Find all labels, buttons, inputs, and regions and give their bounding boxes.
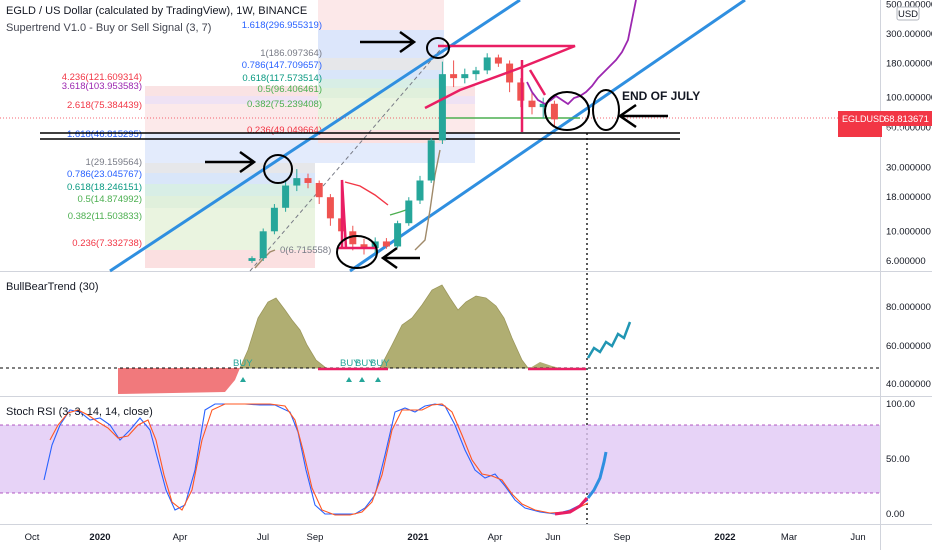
time-tick-10: Mar [781, 532, 797, 543]
candle-2020-12b [405, 197, 413, 226]
fib-ext-1: 3.618(103.953583) [62, 81, 142, 92]
fib-left-1: 0.786(23.045767) [67, 169, 142, 180]
candle-2020-11b [382, 238, 390, 249]
last-price-tag: EGLDUSD 68.813671 3d 7h [838, 111, 932, 137]
candle-2021-02 [438, 61, 446, 145]
currency-label: USD [898, 9, 918, 20]
candle-2020-09 [326, 194, 334, 226]
fib-ext-0: 4.236(121.609314) [62, 72, 142, 83]
stoch-tick-1: 50.00 [886, 454, 910, 465]
candle-2021-03b [472, 66, 480, 81]
time-tick-1: 2020 [89, 532, 110, 543]
price-tick-5: 30.000000 [886, 163, 931, 174]
price-tick-7: 10.000000 [886, 226, 931, 237]
fib-right-3: 0.618(117.573514) [242, 73, 322, 84]
time-tick-5: 2021 [407, 532, 429, 543]
time-tick-7: Jun [545, 532, 560, 543]
stoch-axis: 100.00 50.00 0.00 [886, 399, 915, 520]
stoch-pane [0, 403, 880, 516]
fib-ext-3: 1.618(46.815295) [67, 129, 142, 140]
indicator-title: Supertrend V1.0 - Buy or Sell Signal (3,… [6, 22, 212, 34]
bullbear-pane [0, 284, 880, 394]
svg-text:EGLDUSD: EGLDUSD [842, 114, 886, 124]
fib-right-5: 0.382(75.239408) [247, 99, 322, 110]
fib-extension-labels: 4.236(121.609314)3.618(103.953583) 2.618(… [62, 72, 142, 140]
support-lines [0, 117, 880, 140]
price-tick-2: 180.000000 [886, 59, 932, 70]
fib-ext-2: 2.618(75.384439) [67, 100, 142, 111]
end-of-july-label: END OF JULY [622, 89, 700, 103]
chart-title: EGLD / US Dollar (calculated by TradingV… [6, 5, 308, 17]
drawing-pink [337, 44, 576, 250]
fib-right-4: 0.5(96.406461) [258, 84, 322, 95]
fib-left-labels: 1(29.159564)0.786(23.045767) 0.618(18.246… [67, 157, 331, 256]
svg-text:3d 7h: 3d 7h [884, 126, 907, 136]
currency-badge[interactable] [896, 6, 920, 21]
candle-2021-01b [427, 137, 435, 183]
candle-2021-01 [416, 175, 424, 205]
price-tick-4: 60.000000 [886, 122, 931, 133]
candle-2021-02b [450, 60, 458, 88]
buy-label-2: BUY [355, 358, 375, 369]
bullbear-tick-1: 60.000000 [886, 341, 931, 352]
price-axis[interactable]: 500.000000 300.000000 180.000000 100.000000… [886, 0, 932, 267]
candle-2020-10b [360, 238, 368, 255]
candle-2020-12 [394, 220, 402, 249]
time-tick-3: Jul [257, 532, 269, 543]
time-tick-0: Oct [25, 532, 40, 543]
time-tick-11: Jun [850, 532, 865, 543]
fib-right-2: 0.786(147.709657) [242, 60, 322, 71]
candle-2020-07 [282, 180, 290, 212]
time-tick-8: Sep [614, 532, 631, 543]
stoch-tick-2: 0.00 [886, 509, 905, 520]
price-tick-3: 100.000000 [886, 93, 932, 104]
candle-2021-06 [528, 92, 536, 115]
time-tick-2: Apr [173, 532, 188, 543]
fib-right-1: 1(186.097364) [260, 48, 322, 59]
candle-2021-07 [550, 100, 558, 128]
bullbear-title: BullBearTrend (30) [6, 281, 99, 293]
drawing-black [205, 30, 668, 270]
fib-left-6: 0(6.715558) [280, 245, 331, 256]
candle-2021-04b [494, 54, 502, 67]
time-tick-9: 2022 [714, 532, 735, 543]
fib-right-labels: 1.618(296.955319) 1(186.097364)0.786(147.… [242, 20, 322, 136]
buy-label-1: BUY [340, 358, 360, 369]
candle-2021-04 [483, 53, 491, 75]
fib-left-2: 0.618(18.246151) [67, 182, 142, 193]
time-tick-4: Sep [307, 532, 324, 543]
price-tick-0: 500.000000 [886, 0, 932, 10]
fib-left-3: 0.5(14.874992) [78, 194, 142, 205]
buy-label-0: BUY [233, 358, 253, 369]
bullbear-axis: 80.000000 60.000000 40.000000 [886, 302, 931, 390]
stoch-tick-0: 100.00 [886, 399, 915, 410]
supertrend-line [254, 117, 580, 269]
candle-2020-08b [315, 180, 323, 205]
candle-2020-06 [259, 228, 267, 261]
time-axis[interactable]: Oct 2020 Apr Jul Sep 2021 Apr Jun Sep 2022 Mar Jun [25, 532, 866, 543]
candle-2020-10 [349, 225, 357, 251]
stoch-title: Stoch RSI (3, 3, 14, 14, close) [6, 406, 153, 418]
svg-text:68.813671: 68.813671 [884, 114, 929, 125]
candle-2020-07b [293, 169, 301, 192]
fib-right-6: 0.236(49.049664) [247, 125, 322, 136]
fib-left-0: 1(29.159564) [85, 157, 142, 168]
buy-label-3: BUY [370, 358, 390, 369]
candle-2021-03 [461, 68, 469, 84]
time-tick-6: Apr [488, 532, 503, 543]
bullbear-tick-2: 40.000000 [886, 379, 931, 390]
price-tick-8: 6.000000 [886, 256, 926, 267]
candle-2020-05 [248, 256, 256, 263]
candle-2020-06b [270, 204, 278, 235]
candle-2021-06b [539, 97, 547, 119]
fib-left-5: 0.236(7.332738) [72, 238, 142, 249]
fib-left-4: 0.382(11.503833) [68, 211, 142, 222]
candle-2020-08 [304, 173, 312, 189]
bullbear-tick-0: 80.000000 [886, 302, 931, 313]
fib-right-0: 1.618(296.955319) [242, 20, 322, 31]
price-tick-6: 18.000000 [886, 192, 931, 203]
price-tick-1: 300.000000 [886, 29, 932, 40]
